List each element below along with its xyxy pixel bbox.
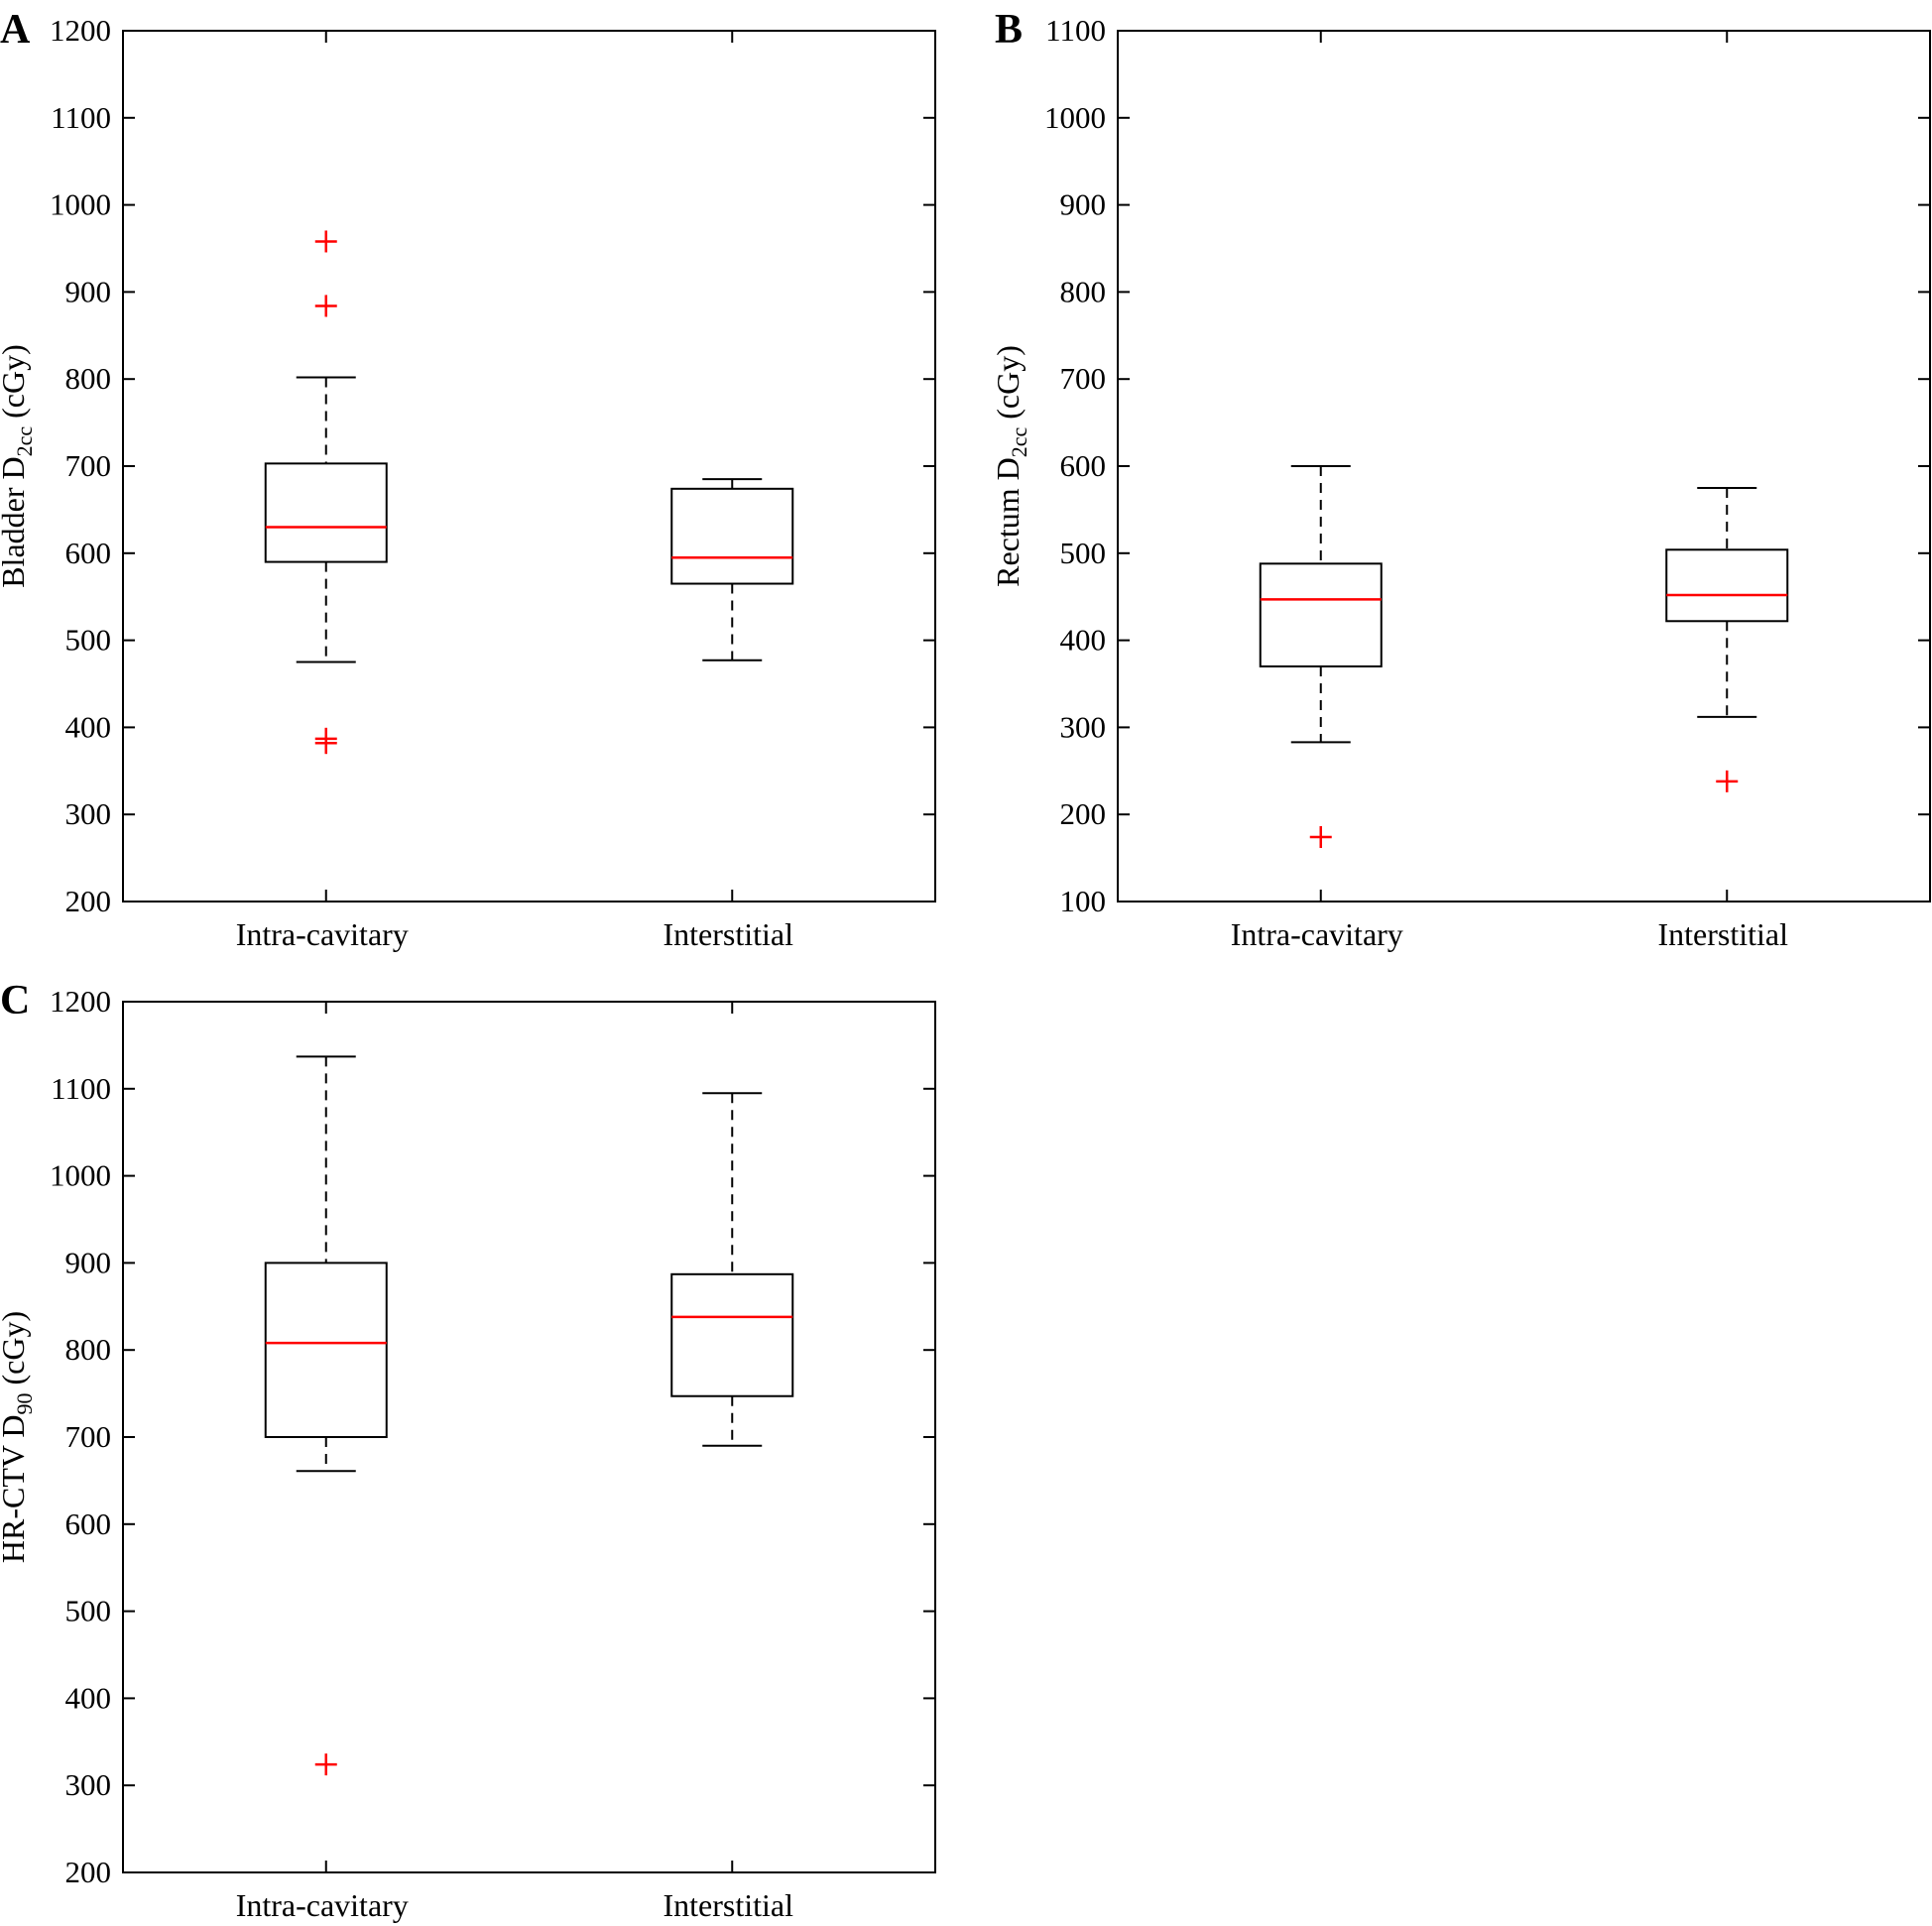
y-tick-label: 1100 (51, 100, 111, 135)
y-tick-label: 1000 (50, 1158, 111, 1193)
y-axis-label-unit: (cGy) (990, 345, 1026, 427)
axes-frame (122, 30, 936, 903)
x-tick-label: Intra-cavitary (236, 1887, 409, 1923)
iqr-box (264, 462, 388, 563)
panel-a: A 200 300 400 500 600 700 800 900 1000 1100 1200 Bla… (0, 7, 936, 952)
y-tick-label: 400 (65, 709, 112, 744)
y-tick-label: 200 (65, 884, 112, 918)
y-tick-label: 200 (1060, 796, 1107, 831)
box-interstitial (1665, 486, 1789, 792)
y-tick-label: 500 (1060, 536, 1107, 570)
panel-label: B (995, 7, 1023, 53)
outlier-marker (314, 230, 337, 253)
x-tick-label: Intra-cavitary (1231, 916, 1403, 952)
y-tick-label: 600 (1060, 448, 1107, 483)
iqr-box (1259, 562, 1383, 667)
outlier-marker (1716, 770, 1739, 792)
y-tick-label: 400 (1060, 623, 1107, 658)
x-tick-label: Intra-cavitary (236, 916, 409, 952)
panel-label: C (0, 978, 30, 1023)
y-axis-label-unit: (cGy) (0, 1311, 31, 1393)
y-tick-label: 800 (1060, 274, 1107, 308)
outlier-marker (1309, 826, 1332, 849)
y-tick-label: 900 (65, 274, 112, 308)
x-tick-label: Interstitial (663, 1887, 793, 1923)
y-tick-label: 600 (65, 1506, 112, 1541)
y-tick-label: 800 (65, 361, 112, 396)
y-tick-label: 100 (1060, 884, 1107, 918)
y-tick-label: 900 (1060, 187, 1107, 222)
y-axis-label-subscript: 2cc (12, 426, 37, 457)
box-intra-cavitary (264, 230, 388, 755)
y-tick-label: 700 (65, 448, 112, 483)
y-axis-label-subscript: 90 (12, 1392, 37, 1414)
y-axis-label: Bladder D2cc (cGy) (0, 344, 37, 588)
panel-b: B 100 200 300 400 500 600 700 800 900 1000 1100 Rect… (990, 7, 1931, 952)
iqr-box (264, 1262, 388, 1439)
y-tick-label: 500 (65, 1594, 112, 1628)
y-tick-label: 1200 (50, 984, 111, 1019)
y-tick-label: 600 (65, 536, 112, 570)
axes-frame (1117, 30, 1931, 903)
y-axis-label-subscript: 2cc (1007, 426, 1031, 457)
axes-frame (122, 1001, 936, 1873)
y-tick-label: 700 (1060, 361, 1107, 396)
y-tick-label: 200 (65, 1855, 112, 1889)
y-tick-label: 900 (65, 1245, 112, 1279)
iqr-box (670, 1272, 794, 1397)
y-axis-label-main: Bladder D (0, 456, 31, 587)
y-tick-label: 1100 (1045, 13, 1106, 48)
y-tick-label: 400 (65, 1680, 112, 1715)
y-tick-label: 500 (65, 623, 112, 658)
outlier-marker (314, 732, 337, 755)
y-tick-label: 1200 (50, 13, 111, 48)
x-tick-label: Interstitial (1657, 916, 1788, 952)
y-tick-label: 1000 (50, 187, 111, 222)
y-tick-label: 300 (1060, 709, 1107, 744)
box-intra-cavitary (264, 1055, 388, 1776)
y-tick-label: 1000 (1044, 100, 1106, 135)
panel-label: A (0, 7, 31, 53)
outlier-marker (314, 1753, 337, 1776)
y-tick-label: 300 (65, 1767, 112, 1802)
iqr-box (670, 487, 794, 585)
box-interstitial (670, 478, 794, 662)
y-axis-label: Rectum D2cc (cGy) (990, 345, 1031, 587)
y-tick-label: 800 (65, 1332, 112, 1367)
y-axis-label-main: HR-CTV D (0, 1414, 31, 1563)
x-tick-label: Interstitial (663, 916, 793, 952)
y-tick-label: 300 (65, 796, 112, 831)
y-axis-label-main: Rectum D (990, 457, 1026, 587)
y-tick-label: 700 (65, 1419, 112, 1454)
y-tick-label: 1100 (51, 1071, 111, 1106)
panel-c: C 200 300 400 500 600 700 800 900 1000 1100 1200 HR-… (0, 978, 936, 1923)
y-axis-label: HR-CTV D90 (cGy) (0, 1311, 37, 1563)
box-intra-cavitary (1259, 465, 1383, 849)
iqr-box (1665, 548, 1789, 623)
y-axis-label-unit: (cGy) (0, 344, 31, 426)
box-interstitial (670, 1092, 794, 1447)
outlier-marker (314, 295, 337, 317)
